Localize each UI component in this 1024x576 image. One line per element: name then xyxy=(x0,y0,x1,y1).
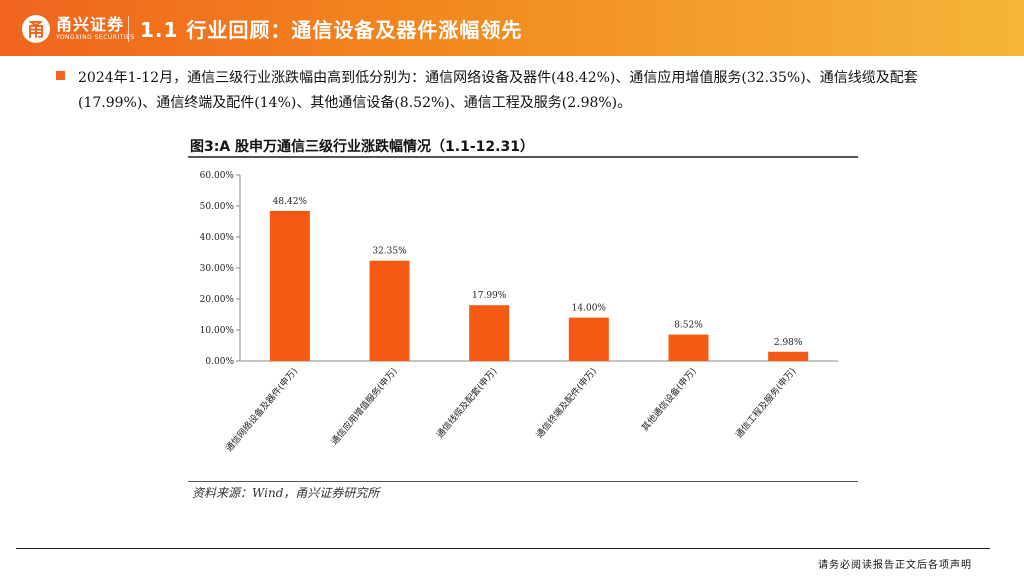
bullet-square-icon xyxy=(56,71,65,80)
header-bar: 甬 甬兴证券 YONGXING SECURITIES 1.1 行业回顾：通信设备… xyxy=(0,0,1024,56)
bar xyxy=(568,317,609,361)
figure-bottom-rule xyxy=(188,481,858,482)
x-tick-label: 其他通信设备(申万) xyxy=(639,365,699,433)
data-label: 48.42% xyxy=(273,197,308,207)
logo-subtext: YONGXING SECURITIES xyxy=(56,34,135,41)
page-title: 1.1 行业回顾：通信设备及器件涨幅领先 xyxy=(140,18,523,42)
figure-top-rule xyxy=(188,156,858,158)
data-label: 14.00% xyxy=(572,304,607,314)
y-tick-label: 40.00% xyxy=(200,233,235,243)
company-logo: 甬 甬兴证券 YONGXING SECURITIES xyxy=(22,14,135,44)
y-tick-label: 20.00% xyxy=(200,295,235,305)
bar-chart: 0.00% 10.00% 20.00% 30.00% 40.00% 50.00% 60.00… xyxy=(200,171,838,454)
data-label: 2.98% xyxy=(774,338,803,348)
bar xyxy=(668,334,709,361)
bar xyxy=(369,260,410,361)
bar xyxy=(269,210,310,361)
data-label: 32.35% xyxy=(372,247,407,257)
logo-icon: 甬 xyxy=(22,15,50,43)
data-label: 17.99% xyxy=(472,291,507,301)
bar xyxy=(469,305,510,361)
figure-title: 图3:A 股申万通信三级行业涨跌幅情况（1.1-12.31） xyxy=(190,139,534,155)
footer-disclaimer: 请务必阅读报告正文后各项声明 xyxy=(818,560,972,571)
header-divider xyxy=(128,16,129,42)
y-tick-label: 50.00% xyxy=(200,202,235,212)
y-tick-label: 0.00% xyxy=(205,357,234,367)
summary-text: 2024年1-12月，通信三级行业涨跌幅由高到低分别为：通信网络设备及器件(48… xyxy=(78,70,918,111)
footer-rule xyxy=(16,548,990,549)
x-tick-label: 通信线缆及配套(申万) xyxy=(434,365,500,440)
data-label: 8.52% xyxy=(674,321,703,331)
x-tick-label: 通信终端及配件(申万) xyxy=(533,365,599,440)
x-tick-label: 通信工程及服务(申万) xyxy=(733,365,799,440)
bar xyxy=(768,351,809,361)
y-tick-label: 30.00% xyxy=(200,264,235,274)
figure-source: 资料来源：Wind，甬兴证券研究所 xyxy=(192,486,380,500)
x-tick-label: 通信网络设备及器件(申万) xyxy=(223,365,300,454)
logo-text: 甬兴证券 xyxy=(56,15,125,34)
y-tick-label: 60.00% xyxy=(200,171,235,181)
y-tick-label: 10.00% xyxy=(200,326,235,336)
summary-bullet: 2024年1-12月，通信三级行业涨跌幅由高到低分别为：通信网络设备及器件(48… xyxy=(56,66,986,116)
x-tick-label: 通信应用增值服务(申万) xyxy=(328,365,400,447)
